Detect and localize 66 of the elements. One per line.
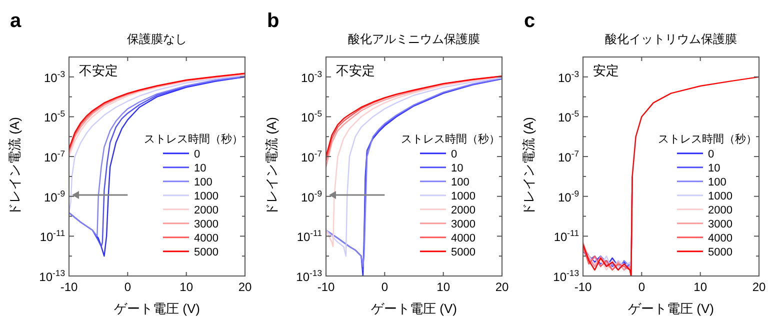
legend-label: 3000 [451,218,476,230]
y-tick-label: 10$^{-11}$ [296,228,322,244]
x-tick-label: 0 [638,280,646,294]
x-tick-label: 10 [436,280,450,294]
y-tick-label: 10$^{-5}$ [300,108,322,125]
annotation: 不安定 [336,63,375,78]
legend-label: 1000 [451,190,476,202]
y-tick-label: 10$^{-3}$ [558,68,580,85]
x-tick-label: 20 [238,280,252,294]
legend-label: 3000 [708,218,732,230]
y-tick-label: 10$^{-3}$ [300,68,322,85]
x-tick-label: 0 [124,280,132,294]
legend-label: 1000 [708,190,732,202]
x-axis-title: ゲート電圧 (V) [628,301,714,316]
x-axis-title: ゲート電圧 (V) [114,301,200,316]
legend-label: 0 [194,148,200,160]
legend-label: 2000 [194,204,218,216]
legend-label: 4000 [708,232,732,244]
legend-title: ストレス時間（秒） [144,132,243,146]
legend-title: ストレス時間（秒） [658,132,757,146]
text: c [524,10,536,32]
y-axis-title: ドレイン電流 (A) [264,117,279,216]
legend-label: 5000 [194,246,218,258]
y-tick-label: 10$^{-11}$ [40,228,66,244]
x-tick-label: 10 [180,280,194,294]
text: b [267,10,280,32]
legend-label: 2000 [708,204,732,216]
legend-label: 0 [708,148,714,160]
legend-label: 5000 [708,246,732,258]
text: a [10,10,22,32]
y-tick-label: 10$^{-7}$ [558,148,580,165]
y-tick-label: 10$^{-11}$ [554,228,580,244]
y-axis-title: ドレイン電流 (A) [521,117,536,216]
y-tick-label: 10$^{-9}$ [300,188,322,204]
annotation: 不安定 [79,63,118,78]
legend-label: 1000 [194,190,218,202]
y-tick-label: 10$^{-7}$ [44,148,66,165]
y-tick-label: 10$^{-9}$ [44,188,66,204]
annotation: 安定 [593,63,619,78]
x-axis-title: ゲート電圧 (V) [371,301,457,316]
y-axis-title: ドレイン電流 (A) [7,117,22,216]
x-tick-label: 0 [381,280,388,294]
legend-label: 10 [708,162,720,174]
legend-label: 100 [194,176,212,188]
legend-label: 4000 [451,232,476,244]
legend-title: ストレス時間（秒） [401,132,500,146]
chart-title: 酸化イットリウム保護膜 [605,32,737,46]
x-tick-label: 20 [495,280,509,294]
legend-label: 0 [451,148,458,160]
y-tick-label: 10$^{-5}$ [44,108,66,125]
legend-label: 10 [451,162,464,174]
x-tick-label: 20 [752,280,766,294]
legend-label: 5000 [451,246,476,258]
y-tick-label: 10$^{-9}$ [558,188,580,204]
legend-label: 4000 [194,232,218,244]
y-tick-label: 10$^{-3}$ [44,68,66,85]
x-tick-label: 10 [694,280,708,294]
chart-title: 保護膜なし [127,32,187,46]
legend-label: 2000 [451,204,476,216]
y-tick-label: 10$^{-7}$ [300,148,322,165]
legend-label: 3000 [194,218,218,230]
legend-label: 100 [451,176,470,188]
legend-label: 10 [194,162,206,174]
y-tick-label: 10$^{-5}$ [558,108,580,125]
chart-title: 酸化アルミニウム保護膜 [348,32,480,46]
legend-label: 100 [708,176,726,188]
